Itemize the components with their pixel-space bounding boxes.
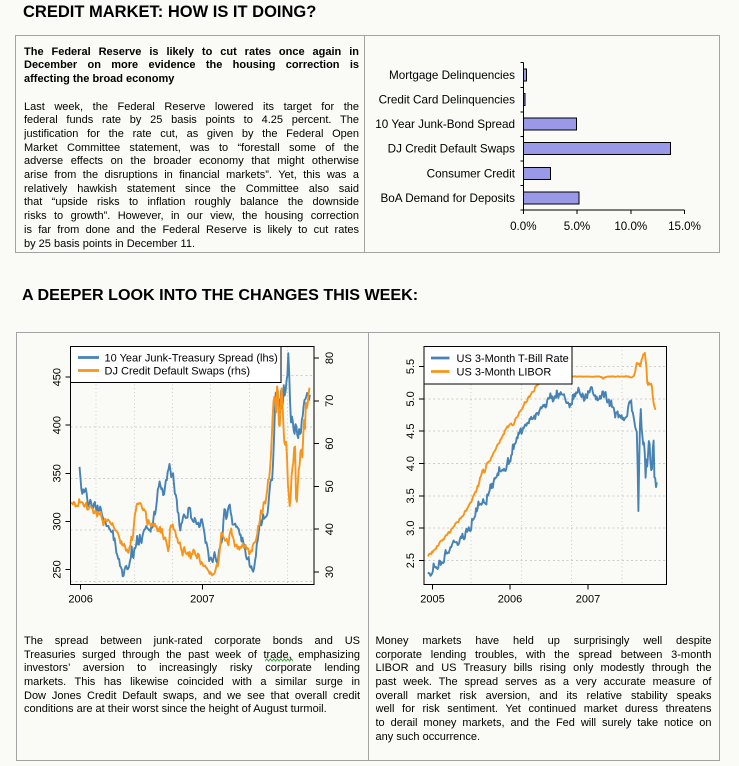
- svg-text:DJ Credit Default Swaps (rhs): DJ Credit Default Swaps (rhs): [105, 366, 251, 378]
- svg-text:50: 50: [324, 480, 336, 492]
- svg-text:US 3-Month T-Bill Rate: US 3-Month T-Bill Rate: [457, 353, 569, 365]
- svg-text:US 3-Month LIBOR: US 3-Month LIBOR: [457, 367, 552, 379]
- svg-text:DJ Credit Default Swaps: DJ Credit Default Swaps: [388, 143, 515, 156]
- svg-text:70: 70: [324, 395, 336, 407]
- svg-text:300: 300: [52, 512, 64, 530]
- svg-text:80: 80: [324, 352, 336, 364]
- svg-text:2007: 2007: [576, 594, 600, 606]
- svg-text:10.0%: 10.0%: [614, 220, 647, 233]
- svg-text:3.0: 3.0: [405, 521, 417, 536]
- svg-text:4.5: 4.5: [405, 424, 417, 439]
- svg-text:15.0%: 15.0%: [668, 220, 701, 233]
- svg-text:450: 450: [52, 368, 64, 386]
- svg-text:0.0%: 0.0%: [510, 220, 536, 233]
- svg-text:Consumer Credit: Consumer Credit: [427, 167, 516, 180]
- svg-text:40: 40: [324, 523, 336, 535]
- svg-text:350: 350: [52, 464, 64, 482]
- svg-text:30: 30: [324, 566, 336, 578]
- svg-text:2005: 2005: [420, 594, 444, 606]
- svg-text:3.5: 3.5: [405, 488, 417, 503]
- svg-text:5.0: 5.0: [405, 391, 417, 406]
- svg-text:2006: 2006: [498, 594, 522, 606]
- svg-text:BoA Demand for Deposits: BoA Demand for Deposits: [381, 192, 516, 205]
- svg-text:Credit Card Delinquencies: Credit Card Delinquencies: [379, 94, 516, 107]
- svg-text:5.5: 5.5: [405, 359, 417, 374]
- svg-text:10 Year Junk-Bond Spread: 10 Year Junk-Bond Spread: [375, 118, 515, 131]
- svg-text:5.0%: 5.0%: [564, 220, 590, 233]
- svg-text:2007: 2007: [190, 594, 214, 606]
- svg-text:2006: 2006: [68, 594, 92, 606]
- svg-text:250: 250: [52, 560, 64, 578]
- svg-text:400: 400: [52, 416, 64, 434]
- svg-text:4.0: 4.0: [405, 456, 417, 471]
- svg-text:2.5: 2.5: [405, 553, 417, 568]
- svg-text:10 Year Junk-Treasury Spread (: 10 Year Junk-Treasury Spread (lhs): [105, 353, 278, 365]
- svg-text:60: 60: [324, 437, 336, 449]
- svg-text:Mortgage Delinquencies: Mortgage Delinquencies: [389, 69, 515, 82]
